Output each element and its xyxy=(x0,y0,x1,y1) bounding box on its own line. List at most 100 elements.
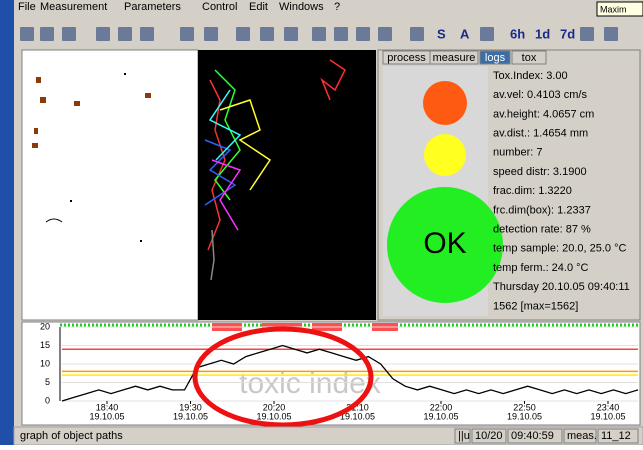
toolbar-button[interactable] xyxy=(204,27,218,41)
object-paths xyxy=(204,59,346,281)
x-tick-time: 21:10 xyxy=(346,402,369,412)
status-field-text: 11_12 xyxy=(601,430,631,442)
x-tick-date: 19.10.05 xyxy=(173,411,208,421)
info-line: Thursday 20.10.05 09:40:11 xyxy=(493,281,630,293)
toxic-index-line xyxy=(61,344,639,402)
info-line: number: 7 xyxy=(493,147,543,159)
tab[interactable] xyxy=(511,50,547,65)
tab[interactable] xyxy=(429,50,479,65)
status-field-text: 09:40:59 xyxy=(511,430,554,442)
menu-item[interactable]: File xyxy=(18,1,36,13)
toolbar-button[interactable] xyxy=(312,27,326,41)
toolbar-button[interactable] xyxy=(40,27,54,41)
info-line: frac.dim: 1.3220 xyxy=(493,185,572,197)
x-tick-date: 19.10.05 xyxy=(89,411,124,421)
info-line: detection rate: 87 % xyxy=(493,224,591,236)
tab-label[interactable]: process xyxy=(387,52,426,64)
x-tick-time: 22:00 xyxy=(430,402,453,412)
toolbar-label[interactable]: S xyxy=(437,26,446,41)
paths-panel xyxy=(198,50,376,320)
info-line: temp sample: 20.0, 25.0 °C xyxy=(493,243,626,255)
x-tick-time: 22:50 xyxy=(513,402,536,412)
x-tick-date: 19.10.05 xyxy=(590,411,625,421)
yellow-light xyxy=(424,134,466,176)
toolbar-button[interactable] xyxy=(180,27,194,41)
menu-item[interactable]: Edit xyxy=(249,1,268,13)
menu-item[interactable]: Control xyxy=(202,1,237,13)
toolbar-button[interactable] xyxy=(20,27,34,41)
toolbar-label[interactable]: 6h xyxy=(510,26,525,41)
info-line: speed distr: 3.1900 xyxy=(493,166,587,178)
menu-item[interactable]: ? xyxy=(334,1,340,13)
menu-item[interactable]: Measurement xyxy=(40,1,107,13)
status-field xyxy=(507,428,563,444)
y-tick-label: 5 xyxy=(45,377,50,387)
tab-label[interactable]: logs xyxy=(485,52,506,64)
menu-item[interactable]: Parameters xyxy=(124,1,181,13)
info-line: frc.dim(box): 1.2337 xyxy=(493,204,591,216)
x-tick-date: 19.10.05 xyxy=(256,411,291,421)
toolbar-label[interactable]: A xyxy=(460,26,470,41)
toolbar-button[interactable] xyxy=(284,27,298,41)
status-field-text: 10/20 xyxy=(475,430,503,442)
toolbar-button[interactable] xyxy=(334,27,348,41)
toolbar-button[interactable] xyxy=(140,27,154,41)
x-tick-date: 19.10.05 xyxy=(340,411,375,421)
info-line: Tox.Index: 3.00 xyxy=(493,70,568,82)
y-tick-label: 15 xyxy=(40,340,50,350)
speck-arc xyxy=(45,218,63,223)
toolbar-button[interactable] xyxy=(260,27,274,41)
x-tick-time: 20:20 xyxy=(263,402,286,412)
toolbar-button[interactable] xyxy=(236,27,250,41)
toolbar-label[interactable]: 1d xyxy=(535,26,550,41)
x-tick-time: 18:40 xyxy=(96,402,119,412)
tooltip: Maxim xyxy=(600,4,627,14)
graph: 0510152018:4019.10.0519:3019.10.0520:201… xyxy=(40,321,639,421)
toolbar-button[interactable] xyxy=(118,27,132,41)
status-field-text: meas. xyxy=(567,430,597,442)
toolbar-button[interactable] xyxy=(378,27,392,41)
y-tick-label: 10 xyxy=(40,358,50,368)
ok-label: OK xyxy=(423,227,466,260)
highlight-ellipse xyxy=(192,326,374,428)
tab[interactable] xyxy=(479,50,511,65)
status-field xyxy=(563,428,597,444)
info-line: temp ferm.: 24.0 °C xyxy=(493,262,589,274)
toolbar-button[interactable] xyxy=(480,27,494,41)
desktop-strip xyxy=(0,0,14,445)
status-field-text: ||u xyxy=(458,430,470,442)
y-tick-label: 0 xyxy=(45,395,50,405)
x-tick-date: 19.10.05 xyxy=(423,411,458,421)
tab-label[interactable]: measure xyxy=(433,52,476,64)
orange-light xyxy=(423,81,467,125)
tooltip-box xyxy=(596,1,643,17)
x-tick-time: 23:40 xyxy=(597,402,620,412)
x-tick-time: 19:30 xyxy=(179,402,202,412)
status-field xyxy=(597,428,639,444)
green-light xyxy=(387,187,503,303)
tab-label[interactable]: tox xyxy=(522,52,537,64)
toolbar-icons xyxy=(20,27,618,41)
toolbar-button[interactable] xyxy=(62,27,76,41)
specks xyxy=(32,73,151,242)
status-field xyxy=(454,428,471,444)
status-field xyxy=(471,428,507,444)
toolbar-button[interactable] xyxy=(356,27,370,41)
info-line: 1562 [max=1562] xyxy=(493,300,578,312)
menu-item[interactable]: Windows xyxy=(279,1,324,13)
object-panel xyxy=(21,49,199,321)
info-line: av.dist.: 1.4654 mm xyxy=(493,128,588,140)
toolbar-button[interactable] xyxy=(410,27,424,41)
toolbar-button[interactable] xyxy=(580,27,594,41)
watermark: toxic index xyxy=(239,367,381,400)
toolbar-button[interactable] xyxy=(96,27,110,41)
status-text: graph of object paths xyxy=(20,430,123,442)
x-tick-date: 19.10.05 xyxy=(507,411,542,421)
info-line: av.vel: 0.4103 cm/s xyxy=(493,89,587,101)
toolbar-label[interactable]: 7d xyxy=(560,26,575,41)
y-tick-label: 20 xyxy=(40,321,50,331)
toolbar-button[interactable] xyxy=(604,27,618,41)
info-line: av.height: 4.0657 cm xyxy=(493,108,594,120)
